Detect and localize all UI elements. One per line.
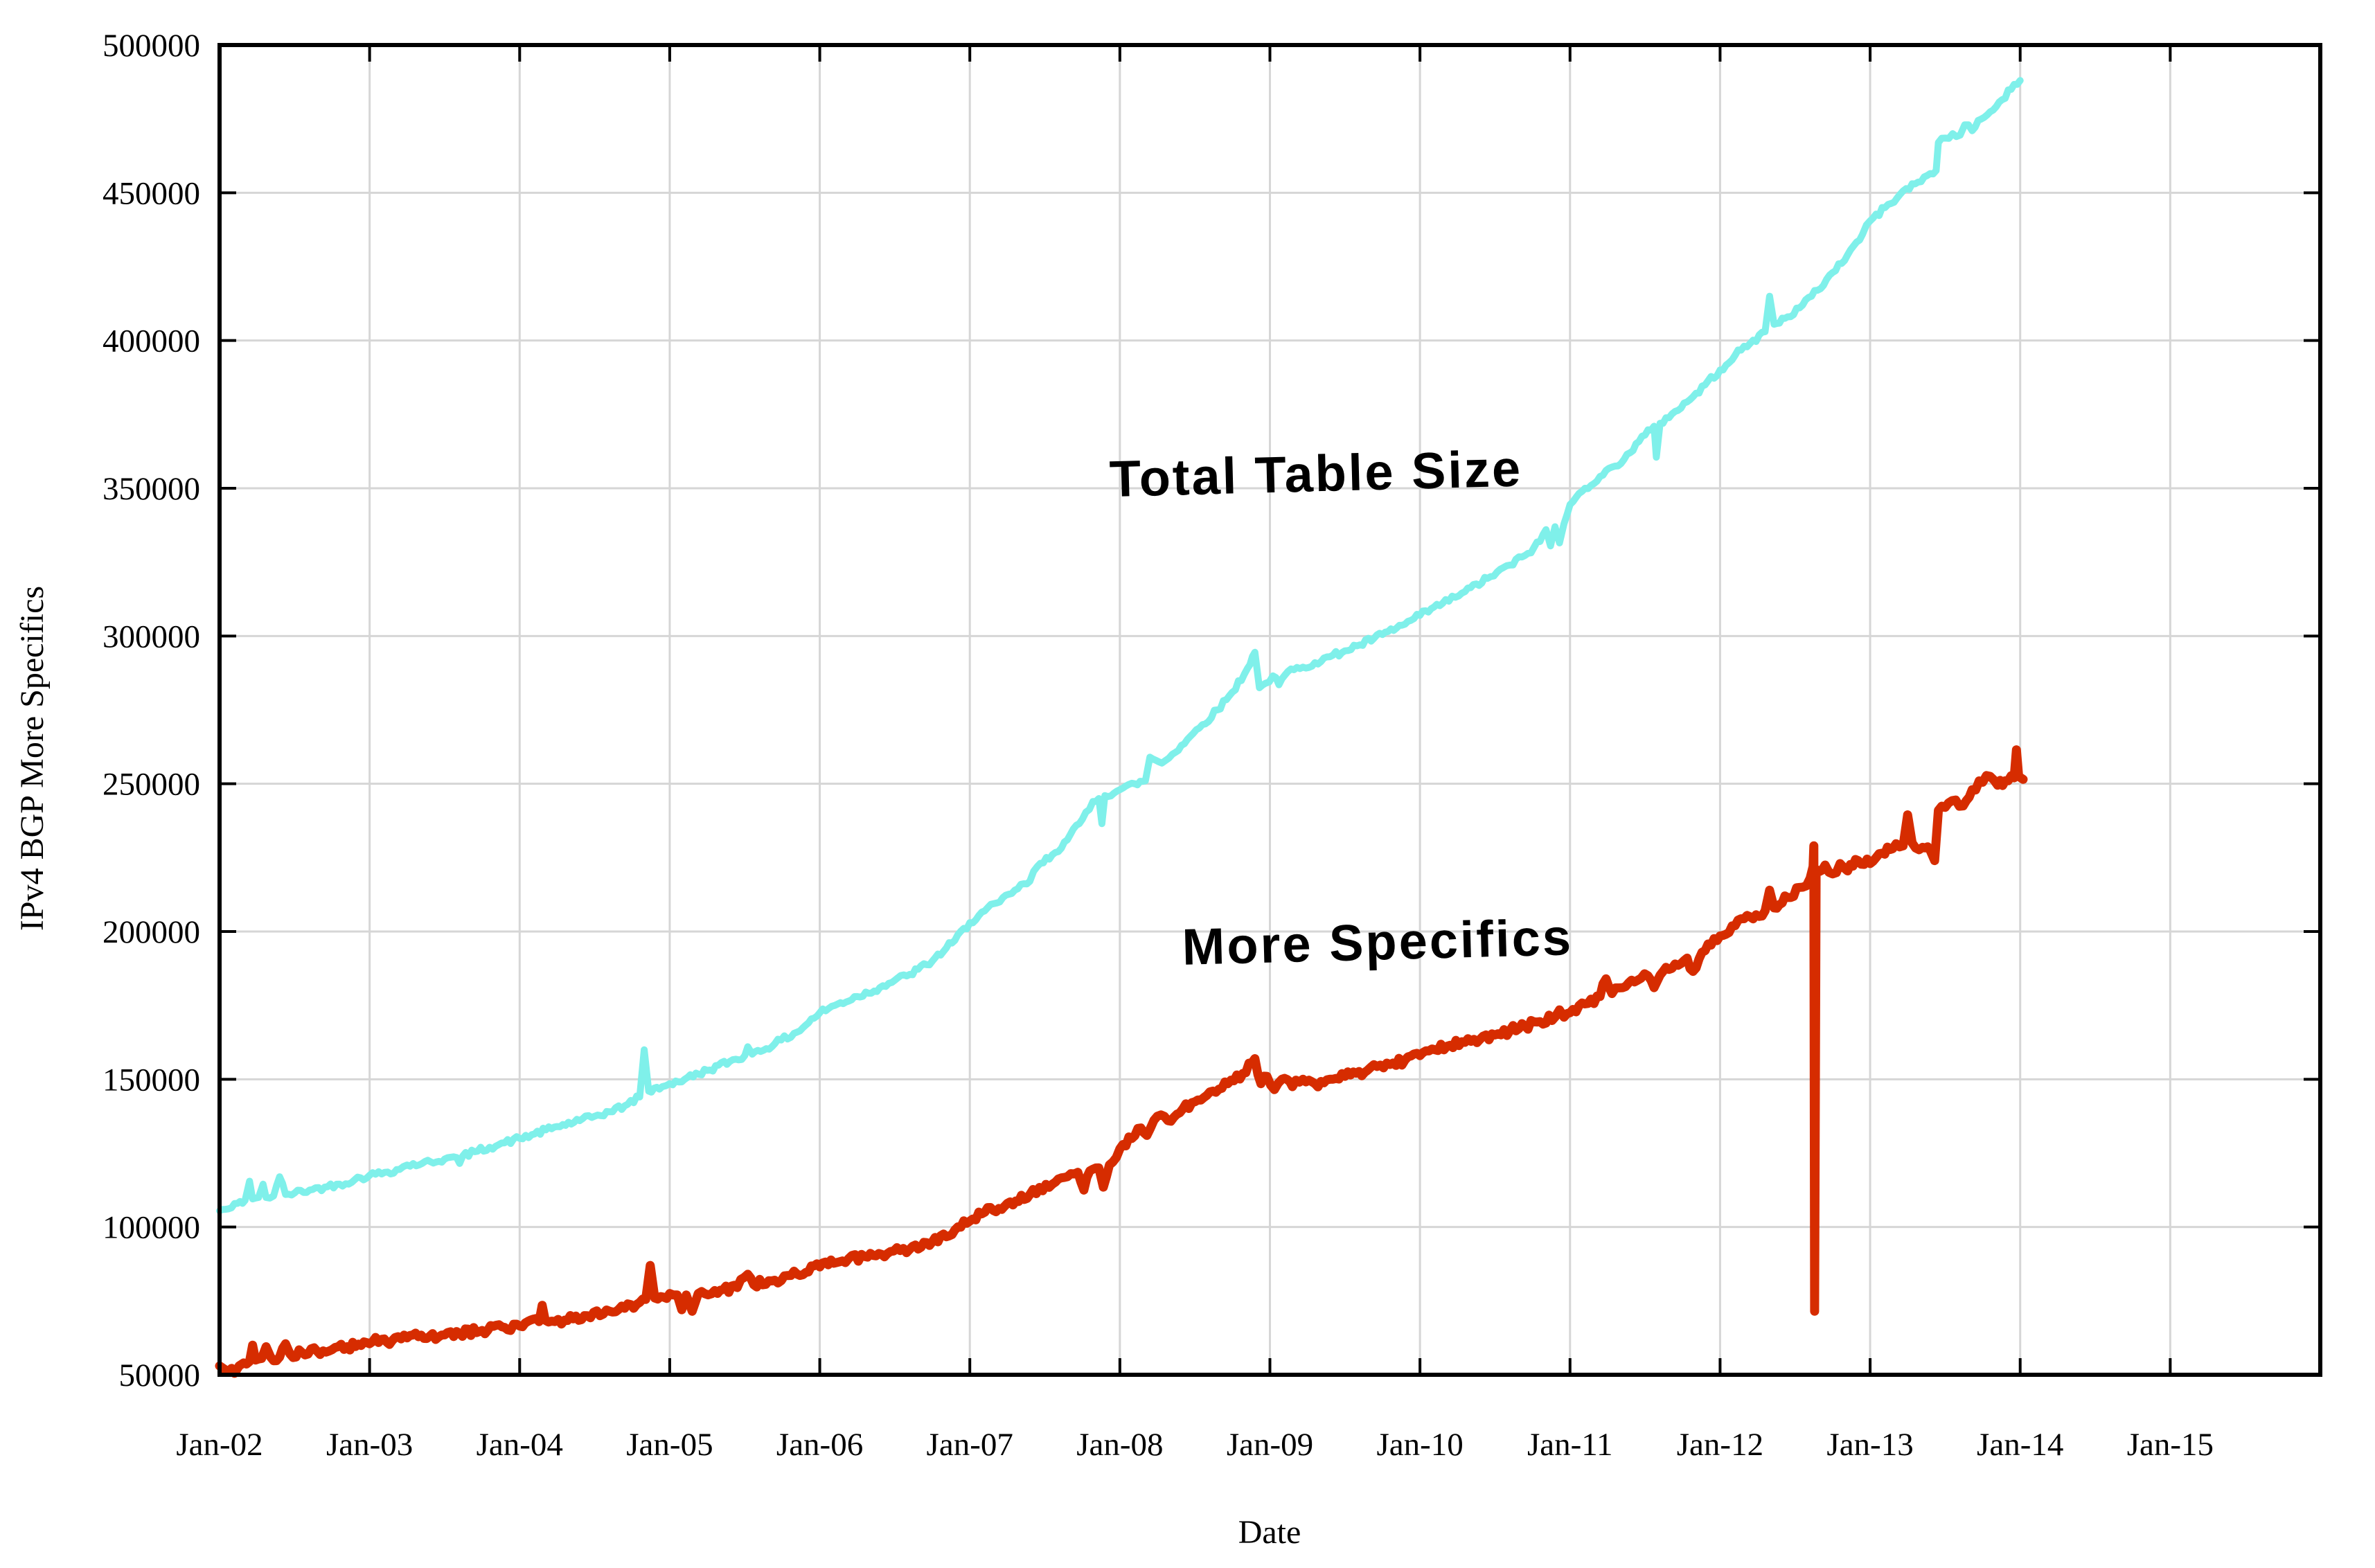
x-tick-label: Jan-11: [1527, 1427, 1613, 1463]
curve-annotations: Total Table Size More Specifics: [1109, 439, 1574, 975]
y-tick-label: 400000: [103, 323, 200, 359]
y-tick-label: 50000: [119, 1357, 201, 1393]
y-tick-label: 200000: [103, 914, 200, 950]
x-tick-label: Jan-05: [626, 1427, 713, 1463]
annotation-more-specifics: More Specifics: [1182, 908, 1574, 976]
y-tick-label: 500000: [103, 28, 200, 64]
x-tick-label: Jan-06: [776, 1427, 863, 1463]
y-tick-label: 150000: [103, 1062, 200, 1098]
y-tick-label: 250000: [103, 767, 200, 803]
x-tick-label: Jan-04: [477, 1427, 563, 1463]
y-tick-label: 100000: [103, 1210, 200, 1246]
x-tick-label: Jan-12: [1677, 1427, 1763, 1463]
x-tick-label: Jan-03: [326, 1427, 413, 1463]
data-series: [215, 77, 2028, 1378]
x-tick-label: Jan-07: [927, 1427, 1013, 1463]
x-tick-label: Jan-09: [1227, 1427, 1313, 1463]
plot-frame-and-ticks: [217, 43, 2322, 1377]
x-axis-title: Date: [1238, 1514, 1301, 1551]
x-tick-label: Jan-15: [2127, 1427, 2214, 1463]
x-tick-label: Jan-08: [1076, 1427, 1163, 1463]
x-tick-label: Jan-10: [1376, 1427, 1463, 1463]
y-tick-label: 450000: [103, 175, 200, 211]
tick-labels: 50000 100000 150000 200000 250000 300000 35000…: [103, 28, 2214, 1463]
gridlines: [218, 44, 2320, 1376]
series-line-more-specifics: [215, 745, 2028, 1378]
annotation-total-table-size: Total Table Size: [1109, 439, 1523, 508]
series-line-total-table-size: [216, 77, 2024, 1215]
x-tick-label: Jan-02: [176, 1427, 263, 1463]
y-axis-title: IPv4 BGP More Specifics: [14, 586, 51, 931]
y-tick-label: 300000: [103, 618, 200, 654]
x-tick-label: Jan-13: [1826, 1427, 1913, 1463]
y-tick-label: 350000: [103, 471, 200, 507]
x-tick-label: Jan-14: [1977, 1427, 2063, 1463]
